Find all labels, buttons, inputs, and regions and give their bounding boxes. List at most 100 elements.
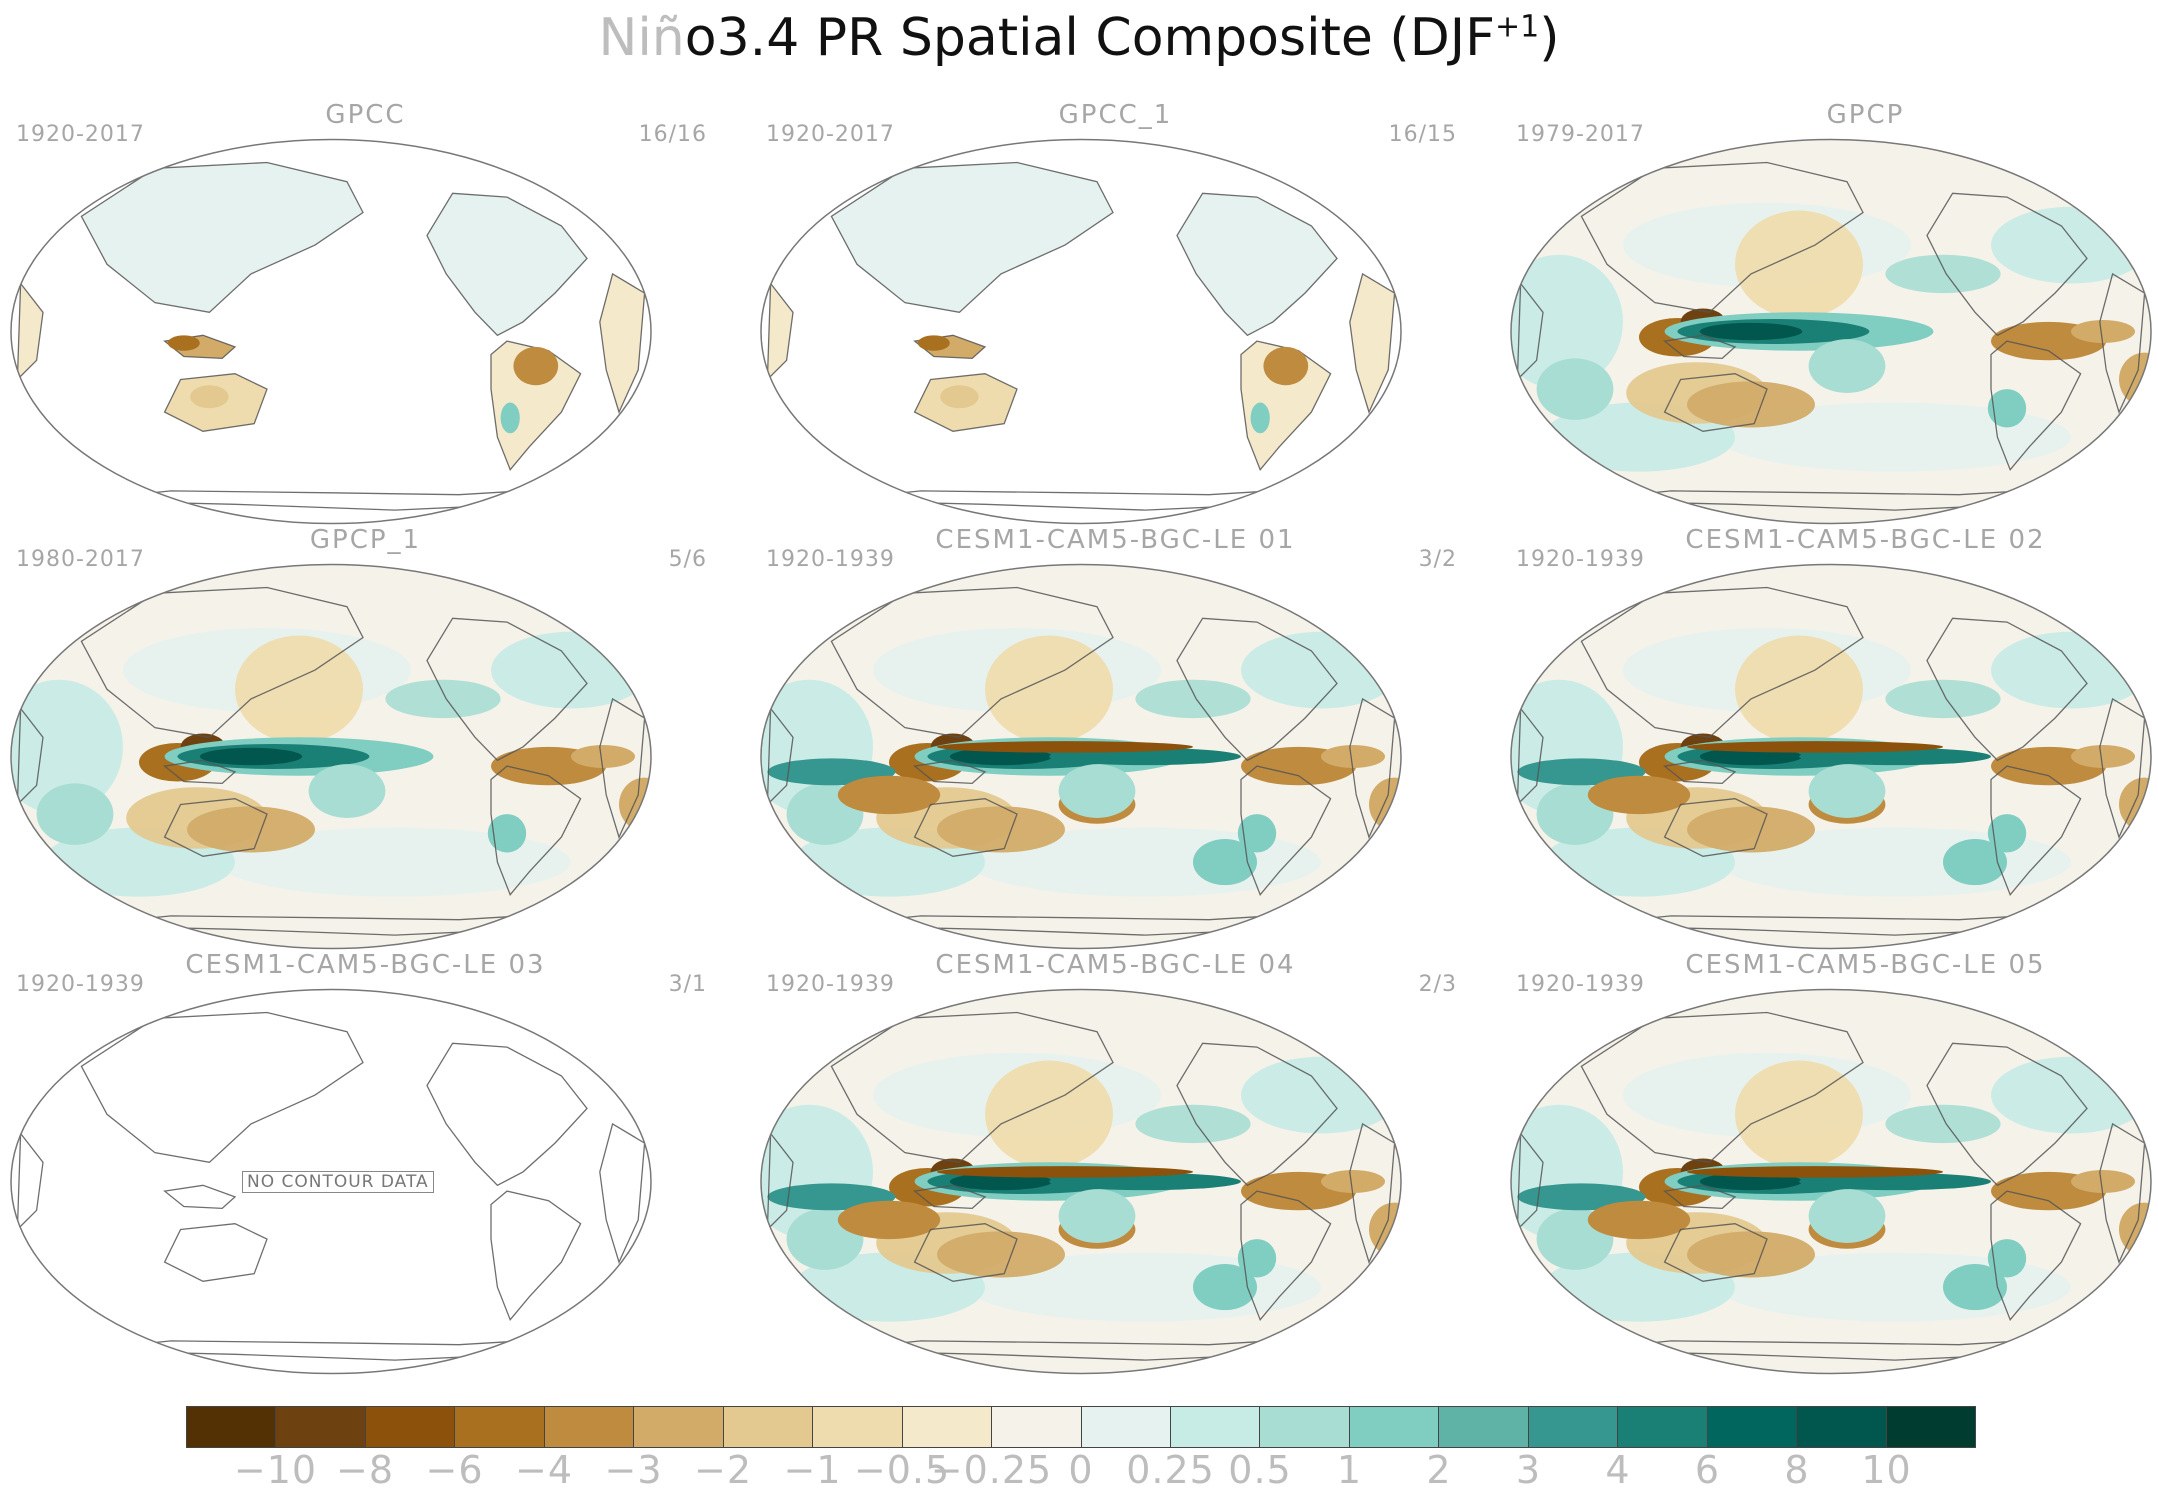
map-panel: CESM1-CAM5-BGC-LE 01 1920-1939 3/2 [756, 525, 1475, 950]
colorbar-tick-label: −3 [604, 1448, 663, 1492]
colorbar-tick-label: 1 [1336, 1448, 1363, 1492]
panel-event-count: 2/3 [1418, 972, 1457, 997]
colorbar-swatch [275, 1407, 365, 1447]
colorbar-swatch [1259, 1407, 1349, 1447]
colorbar-swatch [1080, 1407, 1170, 1447]
precip-field [1511, 139, 2151, 524]
precip-field [1511, 989, 2151, 1374]
colorbar-swatch [901, 1407, 992, 1447]
colorbar-tick-label: −6 [425, 1448, 484, 1492]
panel-title: GPCC_1 [1058, 100, 1173, 130]
panel-years: 1979-2017 [1516, 122, 1645, 147]
colorbar-tick-label: −8 [335, 1448, 395, 1492]
colorbar-swatch [364, 1407, 455, 1447]
colorbar-swatch [1617, 1407, 1707, 1447]
world-map [1510, 563, 2152, 950]
precip-field [761, 564, 1401, 949]
panel-title: CESM1-CAM5-BGC-LE 01 [935, 525, 1296, 555]
colorbar-labels: −10 −8 −6 −4 −3 −2 −1 −0.5 −0.25 0 0.25 0.5 1 2 3 4 6 8 10 [0, 1448, 2158, 1496]
title-main-part: o3.4 PR Spatial Composite (DJF [684, 8, 1496, 68]
panel-title: CESM1-CAM5-BGC-LE 03 [185, 950, 546, 980]
colorbar-swatch [1796, 1407, 1886, 1447]
panel-years: 1920-2017 [766, 122, 895, 147]
map-border [1510, 563, 2152, 950]
panel-years: 1980-2017 [16, 547, 145, 572]
world-map [760, 563, 1402, 950]
colorbar-tick-label: 8 [1784, 1448, 1810, 1492]
colorbar-swatch [991, 1407, 1081, 1447]
panel-years: 1920-1939 [1516, 972, 1645, 997]
map-panel: CESM1-CAM5-BGC-LE 03 1920-1939 3/1 NO CONTO… [6, 950, 725, 1375]
map-panel: CESM1-CAM5-BGC-LE 04 1920-1939 2/3 [756, 950, 1475, 1375]
colorbar-swatch [1169, 1407, 1260, 1447]
colorbar-tick-label: −10 [233, 1448, 318, 1492]
colorbar-tick-label: −0.25 [930, 1448, 1053, 1492]
world-map [760, 988, 1402, 1375]
colorbar-swatch [1885, 1407, 1976, 1447]
colorbar-swatch [1706, 1407, 1797, 1447]
panel-title: GPCC [325, 100, 406, 130]
map-border [10, 563, 652, 950]
title-end: ) [1539, 8, 1560, 68]
precip-field [11, 139, 651, 524]
colorbar-swatch [1527, 1407, 1618, 1447]
colorbar-swatch [722, 1407, 813, 1447]
colorbar-tick-label: 10 [1861, 1448, 1912, 1492]
map-border [1510, 138, 2152, 525]
colorbar-tick-label: 4 [1605, 1448, 1631, 1492]
no-data-label: NO CONTOUR DATA [242, 1171, 434, 1193]
colorbar-tick-label: −4 [514, 1448, 574, 1492]
colorbar-swatch [543, 1407, 634, 1447]
panel-years: 1920-1939 [16, 972, 145, 997]
colorbar-tick-label: 0 [1068, 1448, 1094, 1492]
colorbar-tick-label: 0.25 [1126, 1448, 1215, 1492]
colorbar-swatch [187, 1407, 276, 1447]
panel-title: GPCP [1826, 100, 1905, 130]
map-panel: GPCC 1920-2017 16/16 [6, 100, 725, 525]
map-panel: GPCP_1 1980-2017 5/6 [6, 525, 725, 950]
precip-field [11, 564, 651, 949]
colorbar-tick-label: 6 [1694, 1448, 1721, 1492]
panel-years: 1920-1939 [1516, 547, 1645, 572]
map-border [760, 563, 1402, 950]
precip-field [761, 989, 1401, 1374]
colorbar-tick-label: 3 [1515, 1448, 1542, 1492]
world-map [10, 563, 652, 950]
map-panel: GPCC_1 1920-2017 16/15 [756, 100, 1475, 525]
colorbar-tick-label: −1 [783, 1448, 842, 1492]
colorbar-tick-label: −0.5 [853, 1448, 951, 1492]
map-border [1510, 988, 2152, 1375]
colorbar-swatch [1348, 1407, 1439, 1447]
colorbar-tick-label: 0.5 [1228, 1448, 1292, 1492]
panel-title: GPCP_1 [309, 525, 422, 555]
panel-event-count: 16/15 [1388, 122, 1457, 147]
map-border [10, 138, 652, 525]
panel-years: 1920-2017 [16, 122, 145, 147]
world-map [10, 138, 652, 525]
world-map [1510, 988, 2152, 1375]
panel-years: 1920-1939 [766, 547, 895, 572]
colorbar-swatch [454, 1407, 544, 1447]
panel-event-count: 16/16 [638, 122, 707, 147]
colorbar-swatch [633, 1407, 723, 1447]
world-map [1510, 138, 2152, 525]
map-border [760, 138, 1402, 525]
colorbar-swatch [812, 1407, 902, 1447]
panel-title: CESM1-CAM5-BGC-LE 02 [1685, 525, 2046, 555]
precip-field [1511, 564, 2151, 949]
panel-event-count: 3/1 [668, 972, 707, 997]
colorbar-tick-label: 2 [1426, 1448, 1452, 1492]
precip-field [761, 139, 1401, 524]
panel-title: CESM1-CAM5-BGC-LE 04 [935, 950, 1296, 980]
map-border [760, 988, 1402, 1375]
panel-years: 1920-1939 [766, 972, 895, 997]
colorbar [186, 1406, 1976, 1448]
panel-event-count: 5/6 [668, 547, 707, 572]
figure-title: Niño3.4 PR Spatial Composite (DJF+1) [0, 8, 2158, 68]
title-light-part: Niñ [598, 8, 685, 68]
panel-event-count: 3/2 [1418, 547, 1457, 572]
title-superscript: +1 [1495, 9, 1540, 45]
